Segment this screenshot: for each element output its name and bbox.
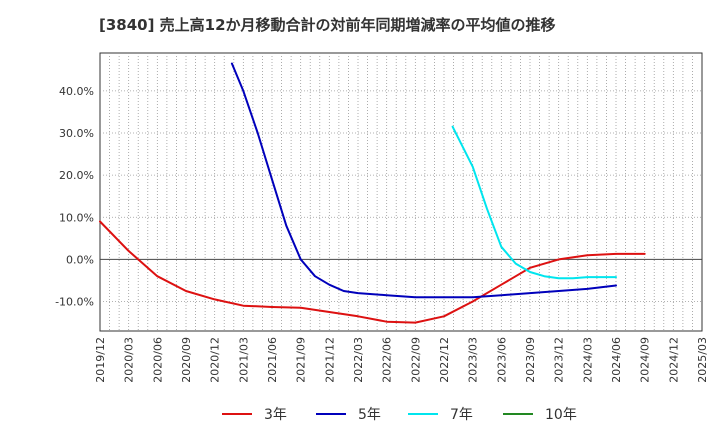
x-tick-label: 2022/06 bbox=[381, 337, 394, 383]
x-tick-label: 2022/09 bbox=[409, 337, 422, 383]
x-tick-label: 2023/03 bbox=[467, 337, 480, 383]
series-line-2 bbox=[230, 62, 617, 299]
series-line-3 bbox=[451, 125, 617, 280]
x-tick-label: 2025/03 bbox=[696, 337, 709, 383]
y-tick-label: 20.0% bbox=[59, 169, 94, 182]
x-tick-label: 2024/06 bbox=[610, 337, 623, 383]
x-tick-label: 2021/06 bbox=[266, 337, 279, 383]
x-tick-label: 2023/06 bbox=[495, 337, 508, 383]
x-tick-label: 2021/12 bbox=[323, 337, 336, 383]
y-tick-label: 10.0% bbox=[59, 211, 94, 224]
plot-area bbox=[99, 52, 703, 332]
x-tick-label: 2019/12 bbox=[94, 337, 107, 383]
x-tick-label: 2020/09 bbox=[180, 337, 193, 383]
x-tick-label: 2024/03 bbox=[581, 337, 594, 383]
legend-label-4: 10年 bbox=[545, 407, 577, 423]
x-tick-label: 2023/12 bbox=[553, 337, 566, 383]
legend-label-2: 5年 bbox=[358, 407, 381, 423]
x-tick-label: 2020/06 bbox=[151, 337, 164, 383]
x-tick-label: 2020/12 bbox=[209, 337, 222, 383]
legend-label-1: 3年 bbox=[264, 407, 287, 423]
x-tick-label: 2024/09 bbox=[639, 337, 652, 383]
series-line-1 bbox=[99, 220, 646, 324]
y-tick-label: 40.0% bbox=[59, 85, 94, 98]
y-tick-label: 0.0% bbox=[66, 253, 94, 266]
y-tick-label: 30.0% bbox=[59, 127, 94, 140]
x-tick-label: 2021/03 bbox=[237, 337, 250, 383]
x-tick-label: 2022/12 bbox=[438, 337, 451, 383]
y-tick-label: -10.0% bbox=[55, 296, 94, 309]
x-tick-label: 2024/12 bbox=[667, 337, 680, 383]
x-tick-label: 2021/09 bbox=[295, 337, 308, 383]
x-tick-label: 2020/03 bbox=[123, 337, 136, 383]
x-tick-label: 2023/09 bbox=[524, 337, 537, 383]
chart-title: [3840] 売上高12か月移動合計の対前年同期増減率の平均値の推移 bbox=[99, 16, 556, 34]
legend-label-3: 7年 bbox=[450, 407, 473, 423]
x-tick-label: 2022/03 bbox=[352, 337, 365, 383]
